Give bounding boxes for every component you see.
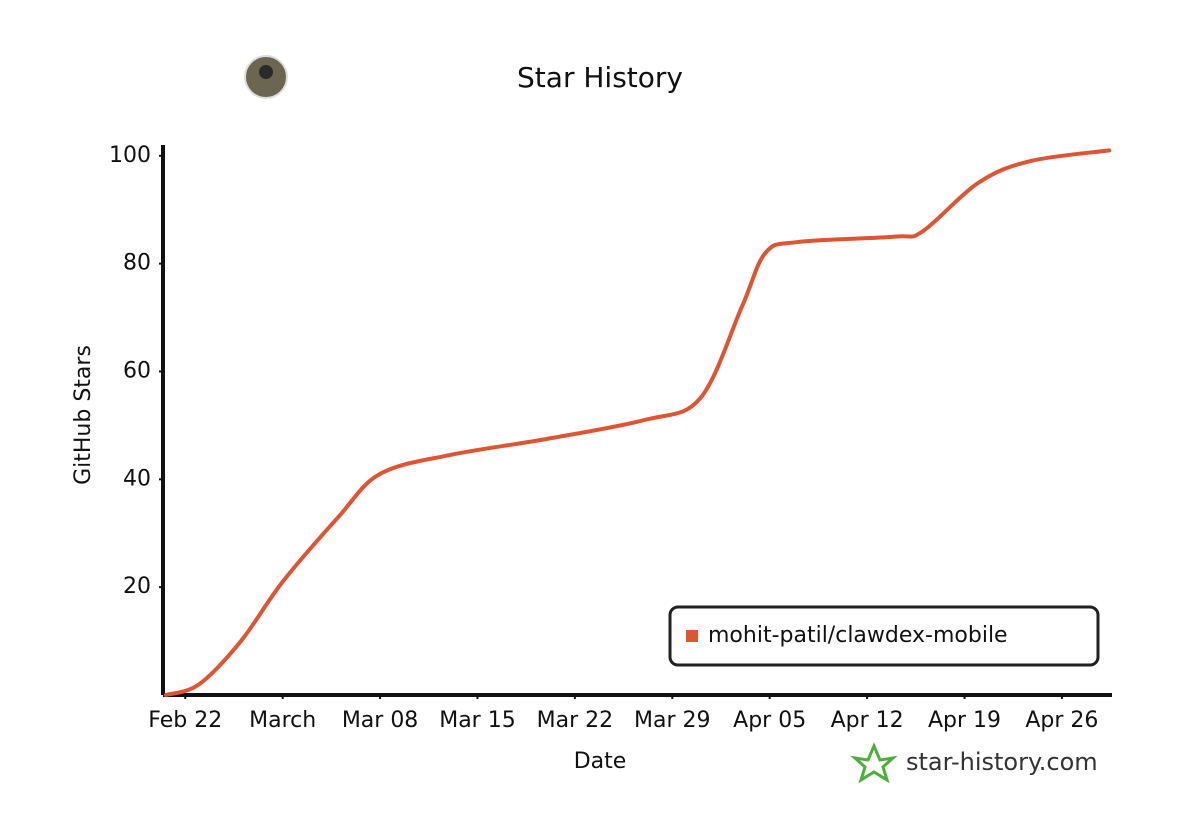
x-tick-label: Mar 22 — [537, 708, 614, 733]
line-series — [163, 148, 1112, 697]
x-tick-label: Apr 19 — [928, 708, 1001, 733]
x-tick-label: Mar 08 — [342, 708, 419, 733]
x-tick-label: Apr 26 — [1025, 708, 1098, 733]
legend-swatch — [686, 630, 698, 642]
x-tick-label: Mar 29 — [634, 708, 711, 733]
chart-title: Star History — [517, 61, 683, 94]
avatar-figure — [259, 65, 273, 79]
y-axis-label: GitHub Stars — [71, 345, 96, 485]
y-tick-label: 100 — [109, 143, 151, 168]
watermark-icon — [850, 742, 898, 784]
x-tick-label: Feb 22 — [148, 708, 222, 733]
x-tick-label: Apr 12 — [831, 708, 904, 733]
y-tick-label: 80 — [123, 251, 151, 276]
y-tick-label: 60 — [123, 358, 151, 383]
legend-box — [668, 605, 1100, 667]
watermark: star-history.com — [906, 748, 1098, 776]
x-tick-label: Mar 15 — [439, 708, 516, 733]
x-axis-label: Date — [574, 749, 627, 774]
x-tick-label: Apr 05 — [733, 708, 806, 733]
x-tick-label: March — [249, 708, 316, 733]
y-tick-label: 40 — [123, 466, 151, 491]
legend-label: mohit-patil/clawdex-mobile — [708, 623, 1008, 648]
y-tick-label: 20 — [123, 574, 151, 599]
